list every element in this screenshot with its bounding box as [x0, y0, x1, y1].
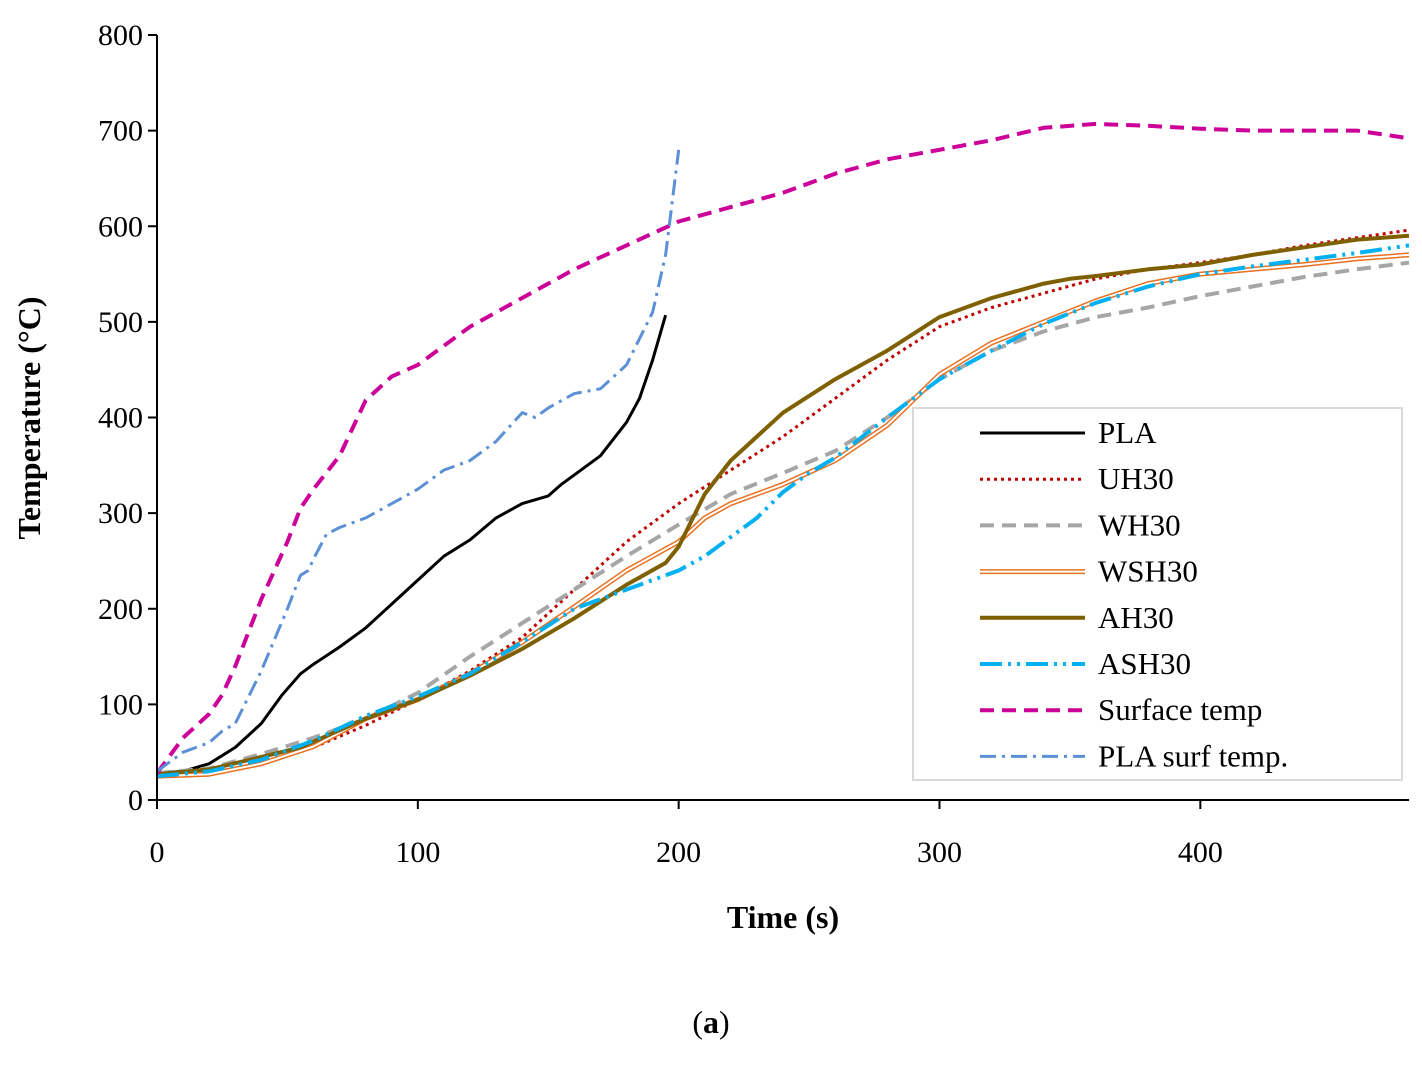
series-surface-temp — [157, 121, 1410, 775]
legend-label-uh30: UH30 — [1098, 461, 1174, 496]
y-axis-title: Temperature (°C) — [11, 297, 47, 540]
legend-label-surface-temp: Surface temp — [1098, 692, 1262, 727]
legend-label-wsh30: WSH30 — [1098, 554, 1198, 589]
figure-caption: (a) — [0, 1004, 1422, 1041]
series-pla-path — [157, 314, 668, 775]
series-ash30-path — [157, 243, 1410, 779]
caption-close: ) — [719, 1004, 730, 1040]
y-tick-label: 400 — [98, 402, 143, 435]
legend-box — [912, 407, 1403, 781]
series-ash30 — [157, 243, 1410, 779]
series-ah30 — [157, 233, 1410, 777]
x-tick-label: 100 — [395, 836, 440, 869]
series-surface-temp-path — [157, 121, 1410, 775]
y-tick-label: 600 — [98, 210, 143, 243]
y-tick-label: 300 — [98, 497, 143, 530]
legend-label-ah30: AH30 — [1098, 600, 1174, 635]
caption-label: a — [703, 1004, 719, 1040]
caption-open: ( — [692, 1004, 703, 1040]
series-pla-surf-temp — [157, 149, 681, 773]
legend-label-wh30: WH30 — [1098, 507, 1181, 542]
y-tick-label: 100 — [98, 688, 143, 721]
y-tick-label: 700 — [98, 115, 143, 148]
x-tick-label: 200 — [656, 836, 701, 869]
legend-label-ash30: ASH30 — [1098, 646, 1191, 681]
legend-label-pla: PLA — [1098, 415, 1157, 450]
y-tick-label: 500 — [98, 306, 143, 339]
x-tick-label: 0 — [150, 836, 165, 869]
x-tick-label: 300 — [917, 836, 962, 869]
legend: PLA UH30 WH30 WSH30 AH30 ASH30 Surface temp PLA… — [912, 407, 1403, 781]
x-tick-label: 400 — [1178, 836, 1223, 869]
series-ah30-path — [157, 233, 1410, 777]
legend-label-pla-surf-temp: PLA surf temp. — [1098, 738, 1288, 773]
series-pla — [157, 314, 668, 775]
y-tick-label: 0 — [128, 784, 143, 817]
series-pla-surf-temp-path — [157, 149, 681, 773]
y-tick-label: 200 — [98, 593, 143, 626]
y-tick-label: 800 — [98, 19, 143, 52]
x-axis-title: Time (s) — [727, 899, 839, 935]
